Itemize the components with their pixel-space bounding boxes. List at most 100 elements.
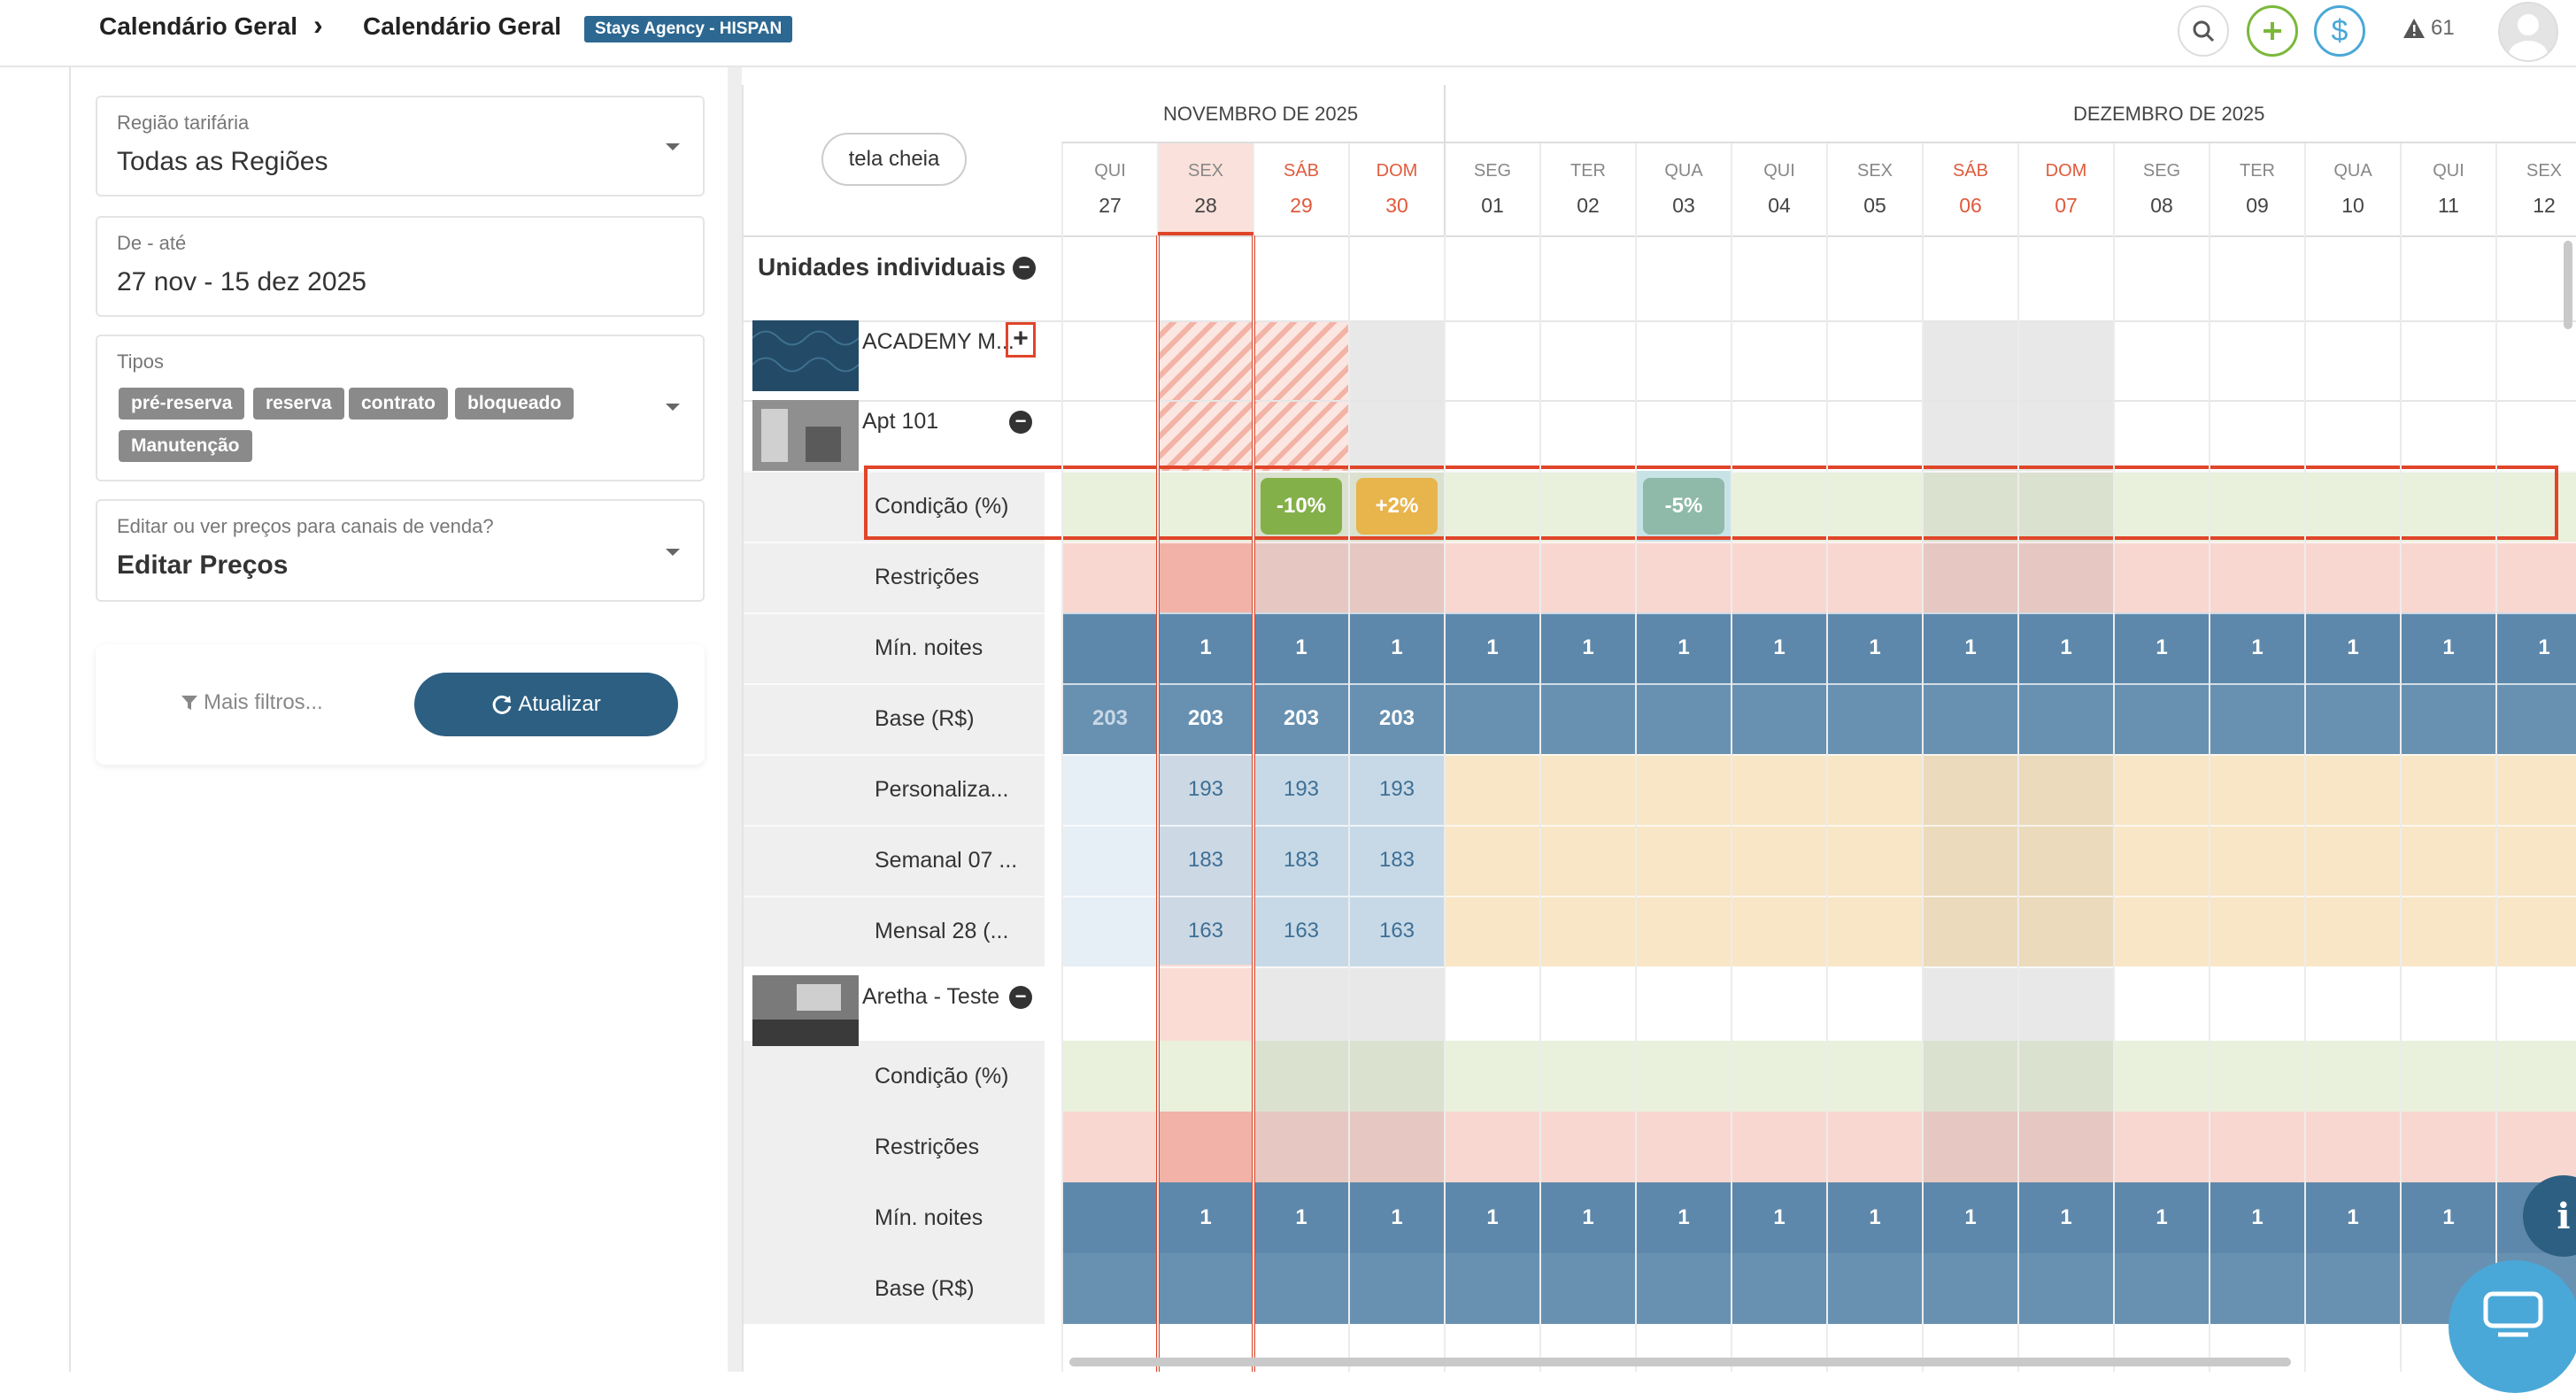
unit-name-aretha[interactable]: Aretha - Teste bbox=[862, 984, 1000, 1009]
type-tag-reserva[interactable]: reserva bbox=[253, 388, 344, 419]
type-tag-manutencao[interactable]: Manutenção bbox=[119, 430, 252, 462]
min-nights-cell[interactable]: 1 bbox=[1869, 1205, 1881, 1229]
min-nights-cell[interactable]: 1 bbox=[1295, 1205, 1307, 1229]
min-nights-cell[interactable]: 1 bbox=[2347, 1205, 2359, 1229]
weekly-price-cell[interactable]: 183 bbox=[1378, 848, 1415, 872]
min-nights-cell[interactable]: 1 bbox=[1964, 635, 1977, 659]
region-filter[interactable]: Região tarifária Todas as Regiões bbox=[96, 96, 705, 196]
pricing-button[interactable]: $ bbox=[2314, 5, 2365, 57]
day-number: 10 bbox=[2341, 194, 2364, 217]
collapse-unit-icon[interactable]: − bbox=[1009, 986, 1032, 1009]
weekly-price-cell[interactable]: 183 bbox=[1187, 848, 1224, 872]
weekly-price-cell[interactable]: 183 bbox=[1283, 848, 1320, 872]
base-price-cell[interactable]: 203 bbox=[1378, 706, 1415, 730]
min-nights-cell[interactable]: 1 bbox=[2060, 635, 2072, 659]
row-band bbox=[1062, 1041, 2576, 1112]
types-filter[interactable]: Tipos pré-reserva reserva contrato bloqu… bbox=[96, 335, 705, 481]
day-header[interactable]: SEX 12 bbox=[2496, 161, 2576, 218]
day-header[interactable]: QUI 27 bbox=[1062, 161, 1158, 218]
breadcrumb-calendar-general[interactable]: Calendário Geral bbox=[99, 12, 298, 40]
expand-unit-icon[interactable]: + bbox=[1006, 322, 1036, 358]
monthly-price-cell[interactable]: 163 bbox=[1378, 919, 1415, 943]
min-nights-cell[interactable]: 1 bbox=[1964, 1205, 1977, 1229]
min-nights-cell[interactable]: 1 bbox=[2442, 635, 2455, 659]
day-header[interactable]: SEG 08 bbox=[2114, 161, 2210, 218]
search-button[interactable] bbox=[2178, 5, 2229, 57]
personalized-price-cell[interactable]: 193 bbox=[1378, 777, 1415, 801]
min-nights-cell[interactable]: 1 bbox=[2347, 635, 2359, 659]
min-nights-cell[interactable]: 1 bbox=[1869, 635, 1881, 659]
weekend-shade bbox=[2018, 754, 2114, 966]
chat-button[interactable] bbox=[2449, 1260, 2576, 1393]
condition-pill-minus-5[interactable]: -5% bbox=[1643, 478, 1724, 535]
min-nights-cell[interactable]: 1 bbox=[1391, 635, 1403, 659]
min-nights-cell[interactable]: 1 bbox=[2251, 635, 2264, 659]
day-header[interactable]: SEG 01 bbox=[1445, 161, 1540, 218]
day-header[interactable]: SÁB 29 bbox=[1253, 161, 1349, 218]
min-nights-cell[interactable]: 1 bbox=[1295, 635, 1307, 659]
day-header[interactable]: DOM 30 bbox=[1349, 161, 1445, 218]
day-header[interactable]: QUI 11 bbox=[2401, 161, 2496, 218]
avatar[interactable] bbox=[2498, 2, 2558, 62]
date-range-filter[interactable]: De - até 27 nov - 15 dez 2025 bbox=[96, 216, 705, 317]
day-header[interactable]: DOM 07 bbox=[2018, 161, 2114, 218]
condition-pill-minus-10[interactable]: -10% bbox=[1261, 478, 1342, 535]
fullscreen-button[interactable]: tela cheia bbox=[821, 133, 967, 186]
day-header[interactable]: TER 02 bbox=[1540, 161, 1636, 218]
day-number: 11 bbox=[2438, 194, 2459, 217]
min-nights-cell[interactable]: 1 bbox=[1677, 1205, 1690, 1229]
min-nights-cell[interactable]: 1 bbox=[1391, 1205, 1403, 1229]
sales-channel-filter[interactable]: Editar ou ver preços para canais de vend… bbox=[96, 499, 705, 602]
min-nights-cell[interactable]: 1 bbox=[1199, 635, 1212, 659]
horizontal-scrollbar[interactable] bbox=[1069, 1358, 2291, 1366]
search-icon bbox=[2193, 20, 2215, 42]
min-nights-cell[interactable]: 1 bbox=[1486, 1205, 1499, 1229]
monthly-price-cell[interactable]: 163 bbox=[1283, 919, 1320, 943]
min-nights-cell[interactable]: 1 bbox=[1582, 1205, 1594, 1229]
min-nights-cell[interactable]: 1 bbox=[2442, 1205, 2455, 1229]
base-price-cell[interactable]: 203 bbox=[1091, 706, 1129, 730]
add-button[interactable] bbox=[2247, 5, 2298, 57]
base-price-cell[interactable]: 203 bbox=[1283, 706, 1320, 730]
day-header[interactable]: SÁB 06 bbox=[1923, 161, 2018, 218]
min-nights-cell[interactable]: 1 bbox=[1486, 635, 1499, 659]
day-header[interactable]: TER 09 bbox=[2210, 161, 2305, 218]
min-nights-cell[interactable]: 1 bbox=[2156, 635, 2168, 659]
min-nights-cell[interactable]: 1 bbox=[2538, 635, 2550, 659]
day-header[interactable]: SEX 05 bbox=[1827, 161, 1923, 218]
day-header[interactable]: QUI 04 bbox=[1731, 161, 1827, 218]
collapse-unit-icon[interactable]: − bbox=[1009, 411, 1032, 434]
min-nights-cell[interactable]: 1 bbox=[1773, 635, 1785, 659]
type-tag-pre-reserva[interactable]: pré-reserva bbox=[119, 388, 245, 419]
monthly-price-cell[interactable]: 163 bbox=[1187, 919, 1224, 943]
collapse-section-icon[interactable]: − bbox=[1013, 257, 1036, 280]
day-number: 30 bbox=[1385, 194, 1408, 217]
vertical-scrollbar[interactable] bbox=[2564, 241, 2572, 329]
type-tag-contrato[interactable]: contrato bbox=[349, 388, 448, 419]
row-label-apt101: Mín. noites bbox=[875, 635, 983, 660]
grid-line bbox=[744, 825, 2576, 827]
unit-name-apt101[interactable]: Apt 101 bbox=[862, 409, 939, 434]
day-header[interactable]: SEX 28 bbox=[1158, 161, 1253, 218]
day-header[interactable]: QUA 10 bbox=[2305, 161, 2401, 218]
min-nights-cell[interactable]: 1 bbox=[2060, 1205, 2072, 1229]
chevron-down-icon bbox=[666, 404, 680, 411]
type-tag-bloqueado[interactable]: bloqueado bbox=[455, 388, 575, 419]
personalized-price-cell[interactable]: 193 bbox=[1187, 777, 1224, 801]
min-nights-cell[interactable]: 1 bbox=[1199, 1205, 1212, 1229]
row-label-background bbox=[744, 471, 1045, 966]
grid-line bbox=[744, 754, 2576, 756]
min-nights-cell[interactable]: 1 bbox=[1677, 635, 1690, 659]
personalized-price-cell[interactable]: 193 bbox=[1283, 777, 1320, 801]
unit-name-academy[interactable]: ACADEMY M... bbox=[862, 329, 1014, 354]
min-nights-cell[interactable]: 1 bbox=[1582, 635, 1594, 659]
condition-pill-plus-2[interactable]: +2% bbox=[1356, 478, 1438, 535]
update-button[interactable]: Atualizar bbox=[414, 673, 678, 736]
more-filters-button[interactable]: Mais filtros... bbox=[204, 690, 323, 714]
min-nights-cell[interactable]: 1 bbox=[2251, 1205, 2264, 1229]
min-nights-cell[interactable]: 1 bbox=[2156, 1205, 2168, 1229]
day-header[interactable]: QUA 03 bbox=[1636, 161, 1731, 218]
min-nights-cell[interactable]: 1 bbox=[1773, 1205, 1785, 1229]
base-price-cell[interactable]: 203 bbox=[1187, 706, 1224, 730]
warning-icon[interactable] bbox=[2402, 18, 2426, 39]
